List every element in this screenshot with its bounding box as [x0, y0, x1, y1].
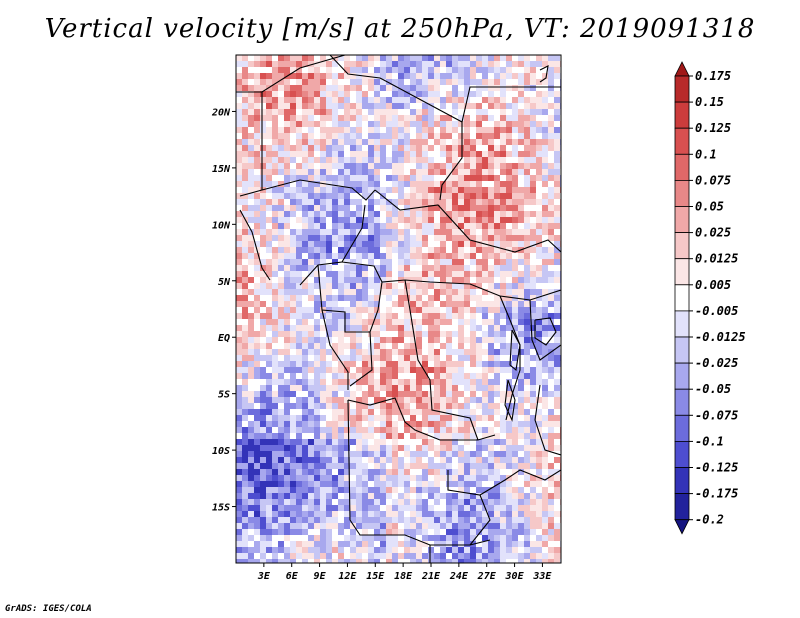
y-tick-label: 10S — [212, 446, 230, 457]
chart-title: Vertical velocity [m/s] at 250hPa, VT: 2… — [44, 14, 756, 44]
country-border — [461, 86, 561, 123]
country-border — [321, 309, 349, 390]
colorbar-top-extend — [674, 61, 690, 77]
x-tick-label: 33E — [532, 571, 552, 582]
colorbar-label: 0.15 — [695, 95, 724, 109]
colorbar-label: -0.175 — [695, 487, 738, 501]
y-tick-label: 5N — [218, 277, 231, 288]
colorbar-segment — [674, 336, 690, 364]
colorbar-segment — [674, 440, 690, 468]
country-border — [499, 295, 521, 421]
country-borders — [236, 55, 561, 563]
colorbar-label: 0.1 — [695, 147, 717, 161]
y-tick-label: 5S — [218, 390, 230, 401]
colorbar-label: 0.05 — [695, 200, 724, 214]
country-border — [347, 397, 496, 441]
lake-outline — [509, 329, 521, 372]
colorbar-segment — [674, 206, 690, 234]
colorbar-label: 0.025 — [695, 226, 731, 240]
country-border — [374, 189, 561, 253]
lake-outline — [534, 317, 557, 346]
y-tick-label: 20N — [211, 107, 231, 118]
colorbar-segment — [674, 232, 690, 260]
grads-credit: GrADS: IGES/COLA — [5, 604, 92, 614]
colorbar-segment — [674, 362, 690, 390]
y-tick-label: 10N — [212, 220, 231, 231]
country-border — [529, 299, 561, 361]
x-tick-label: 27E — [477, 571, 497, 582]
country-border — [469, 494, 491, 546]
colorbar-segment — [674, 101, 690, 129]
colorbar-label: -0.125 — [695, 461, 738, 475]
x-tick-label: 15E — [366, 571, 385, 582]
country-border — [349, 331, 373, 387]
colorbar-label: 0.0125 — [695, 252, 738, 266]
y-tick-label: 15N — [212, 164, 231, 175]
country-border — [239, 209, 271, 281]
x-tick-label: 24E — [449, 571, 469, 582]
colorbar-label: -0.2 — [695, 513, 724, 527]
x-tick-label: 12E — [338, 571, 357, 582]
lake-outline — [504, 379, 516, 422]
colorbar-segment — [674, 153, 690, 181]
colorbar-segment — [674, 258, 690, 286]
x-tick-label: 30E — [505, 571, 525, 582]
country-border — [404, 279, 479, 441]
colorbar-segment — [674, 127, 690, 155]
colorbar: 0.175 0.15 0.125 0.1 0.075 0.05 0.025 0.0125 0.0… — [674, 61, 746, 535]
colorbar-segment — [674, 467, 690, 495]
country-border — [534, 384, 561, 456]
colorbar-segment — [674, 414, 690, 442]
colorbar-label: -0.05 — [695, 382, 731, 396]
colorbar-label: -0.075 — [695, 408, 738, 422]
colorbar-segment — [674, 310, 690, 338]
country-border — [341, 261, 561, 301]
colorbar-segment — [674, 179, 690, 207]
colorbar-label: -0.0125 — [695, 330, 746, 344]
colorbar-label: 0.075 — [695, 173, 731, 187]
colorbar-label: -0.005 — [695, 304, 738, 318]
country-border — [261, 179, 376, 201]
colorbar-bottom-extend — [674, 519, 690, 535]
y-tick-label: EQ — [218, 333, 230, 344]
country-border — [447, 469, 561, 496]
colorbar-label: 0.175 — [695, 69, 731, 83]
x-tick-label: 6E — [286, 571, 299, 582]
colorbar-label: 0.125 — [695, 121, 731, 135]
colorbar-segment — [674, 284, 690, 312]
x-tick-label: 9E — [314, 571, 327, 582]
velocity-field — [236, 55, 561, 563]
colorbar-segment — [674, 493, 690, 521]
colorbar-label: -0.1 — [695, 434, 724, 448]
colorbar-segment — [674, 75, 690, 103]
colorbar-label: 0.005 — [695, 278, 731, 292]
colorbar-label: -0.025 — [695, 356, 738, 370]
map-axes: 3E 6E 9E 12E 15E 18E 21E 24E 27E 30E 33E 20N 15N 10N 5… — [211, 107, 553, 582]
colorbar-segment — [674, 388, 690, 416]
map-frame — [235, 54, 562, 564]
y-tick-label: 15S — [212, 503, 230, 514]
x-tick-label: 21E — [421, 571, 441, 582]
x-tick-label: 18E — [394, 571, 413, 582]
country-border — [236, 55, 346, 93]
x-tick-label: 3E — [257, 571, 271, 582]
country-border — [539, 65, 549, 83]
